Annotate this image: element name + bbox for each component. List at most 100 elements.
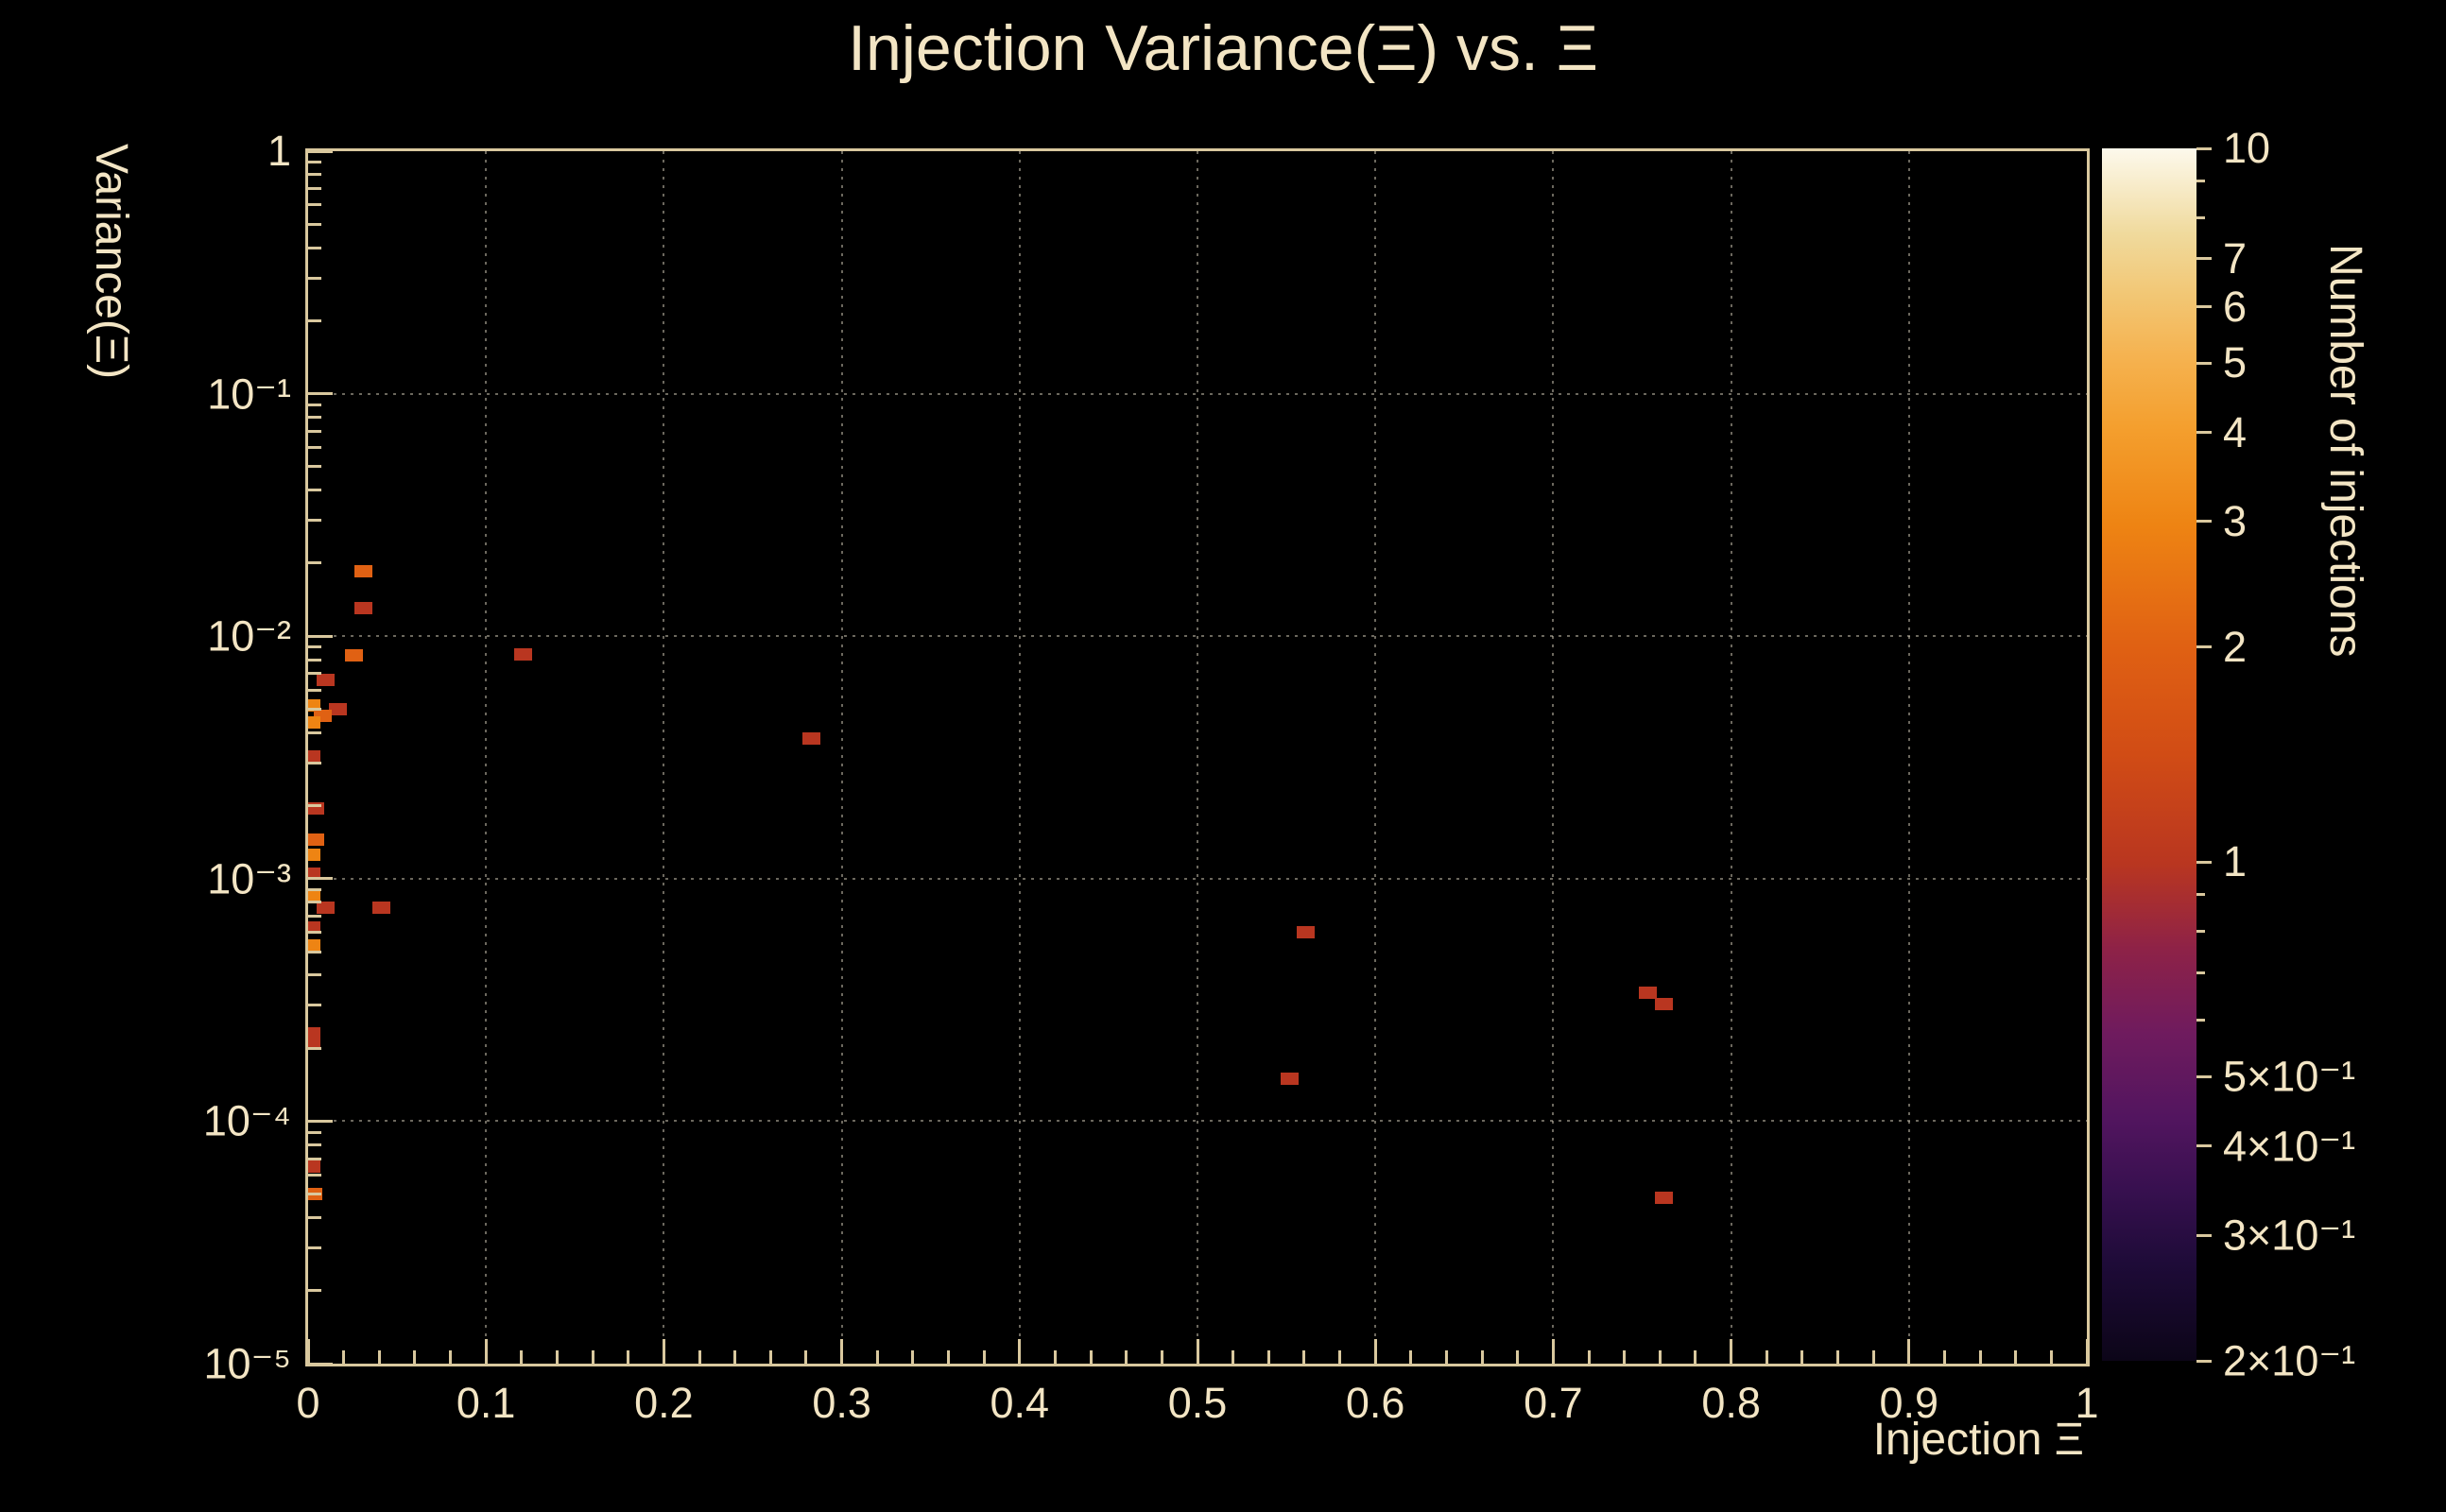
y-major-tick bbox=[308, 634, 333, 638]
colorbar-major-tick bbox=[2196, 1359, 2212, 1363]
x-minor-tick bbox=[1232, 1350, 1235, 1364]
x-minor-tick bbox=[1871, 1350, 1875, 1364]
y-minor-tick bbox=[308, 173, 321, 177]
heatmap-bin bbox=[329, 702, 348, 715]
y-minor-tick bbox=[308, 1004, 321, 1007]
grid-line-vertical bbox=[840, 151, 843, 1364]
x-minor-tick bbox=[520, 1350, 524, 1364]
x-minor-tick bbox=[1480, 1350, 1484, 1364]
y-minor-tick bbox=[308, 161, 321, 164]
y-minor-tick bbox=[308, 519, 321, 523]
x-minor-tick bbox=[1978, 1350, 1982, 1364]
y-minor-tick bbox=[308, 950, 321, 954]
x-tick-label: 0.2 bbox=[634, 1379, 694, 1427]
colorbar-minor-tick bbox=[2196, 971, 2205, 974]
heatmap-bin bbox=[308, 716, 321, 730]
chart-title: Injection Variance(Ξ) vs. Ξ bbox=[848, 12, 1598, 84]
colorbar-minor-tick bbox=[2196, 215, 2205, 219]
x-minor-tick bbox=[627, 1350, 630, 1364]
heatmap-bin bbox=[308, 749, 321, 763]
x-axis-title: Injection Ξ bbox=[1872, 1415, 2084, 1465]
x-tick-label: 0.5 bbox=[1167, 1379, 1228, 1427]
y-minor-tick bbox=[308, 276, 321, 280]
grid-line-horizontal bbox=[308, 392, 2087, 395]
colorbar-tick-label: 2×10⁻¹ bbox=[2223, 1336, 2356, 1385]
y-minor-tick bbox=[308, 203, 321, 207]
y-minor-tick bbox=[308, 1157, 321, 1160]
colorbar-major-tick bbox=[2196, 146, 2212, 150]
heatmap-bin bbox=[1638, 986, 1657, 999]
x-major-tick bbox=[2085, 1339, 2087, 1364]
x-minor-tick bbox=[1444, 1350, 1448, 1364]
y-major-tick bbox=[308, 151, 333, 153]
y-minor-tick bbox=[308, 804, 321, 808]
colorbar-tick-label: 3×10⁻¹ bbox=[2223, 1211, 2356, 1260]
heatmap-bin bbox=[308, 867, 321, 880]
x-minor-tick bbox=[1800, 1350, 1804, 1364]
x-minor-tick bbox=[1658, 1350, 1662, 1364]
heatmap-bin bbox=[353, 601, 372, 614]
x-major-tick bbox=[1018, 1339, 1022, 1364]
x-tick-label: 0.4 bbox=[990, 1379, 1050, 1427]
x-minor-tick bbox=[449, 1350, 453, 1364]
x-minor-tick bbox=[804, 1350, 808, 1364]
colorbar-tick-label: 4×10⁻¹ bbox=[2223, 1122, 2356, 1171]
y-minor-tick bbox=[308, 1130, 321, 1134]
x-major-tick bbox=[1373, 1339, 1377, 1364]
colorbar-major-tick bbox=[2196, 361, 2212, 365]
x-minor-tick bbox=[947, 1350, 951, 1364]
y-major-tick bbox=[308, 1119, 333, 1123]
y-minor-tick bbox=[308, 707, 321, 711]
y-minor-tick bbox=[308, 465, 321, 469]
y-minor-tick bbox=[308, 645, 321, 649]
y-minor-tick bbox=[308, 1046, 321, 1050]
x-minor-tick bbox=[1338, 1350, 1342, 1364]
heatmap-bin bbox=[317, 901, 336, 914]
y-minor-tick bbox=[308, 1216, 321, 1219]
x-tick-label: 1 bbox=[2075, 1379, 2099, 1427]
y-minor-tick bbox=[308, 246, 321, 249]
x-minor-tick bbox=[1266, 1350, 1270, 1364]
y-minor-tick bbox=[308, 931, 321, 935]
heatmap-bin bbox=[371, 901, 390, 914]
colorbar-minor-tick bbox=[2196, 180, 2205, 183]
plot-area bbox=[305, 148, 2090, 1366]
x-minor-tick bbox=[1516, 1350, 1520, 1364]
colorbar-major-tick bbox=[2196, 257, 2212, 261]
y-major-tick bbox=[308, 1362, 333, 1364]
x-minor-tick bbox=[982, 1350, 986, 1364]
y-minor-tick bbox=[308, 1143, 321, 1146]
x-minor-tick bbox=[1836, 1350, 1840, 1364]
x-major-tick bbox=[484, 1339, 488, 1364]
x-major-tick bbox=[1730, 1339, 1733, 1364]
colorbar-gradient bbox=[2102, 148, 2196, 1361]
x-major-tick bbox=[308, 1339, 310, 1364]
y-minor-tick bbox=[308, 403, 321, 406]
grid-line-vertical bbox=[1018, 151, 1021, 1364]
x-minor-tick bbox=[733, 1350, 737, 1364]
x-tick-label: 0.1 bbox=[456, 1379, 516, 1427]
y-minor-tick bbox=[308, 415, 321, 419]
x-tick-label: 0 bbox=[296, 1379, 320, 1427]
x-minor-tick bbox=[698, 1350, 701, 1364]
heatmap-bin bbox=[308, 890, 321, 903]
heatmap-bin bbox=[308, 1160, 321, 1173]
y-minor-tick bbox=[308, 1289, 321, 1293]
heatmap-bin bbox=[514, 648, 533, 662]
y-major-tick bbox=[308, 877, 333, 881]
y-minor-tick bbox=[308, 973, 321, 977]
x-tick-label: 0.7 bbox=[1524, 1379, 1583, 1427]
heatmap-bin bbox=[1654, 997, 1673, 1010]
colorbar-major-tick bbox=[2196, 1233, 2212, 1237]
heatmap-bin bbox=[1281, 1072, 1300, 1085]
heatmap-bin bbox=[802, 731, 821, 745]
y-tick-label: 10⁻⁴ bbox=[202, 1096, 291, 1145]
y-minor-tick bbox=[308, 187, 321, 191]
y-minor-tick bbox=[308, 658, 321, 662]
grid-line-horizontal bbox=[308, 1120, 2087, 1123]
y-tick-label: 10⁻² bbox=[207, 611, 291, 661]
x-major-tick bbox=[662, 1339, 665, 1364]
grid-line-vertical bbox=[1730, 151, 1732, 1364]
colorbar-major-tick bbox=[2196, 1144, 2212, 1148]
heatmap-bin bbox=[308, 833, 325, 846]
